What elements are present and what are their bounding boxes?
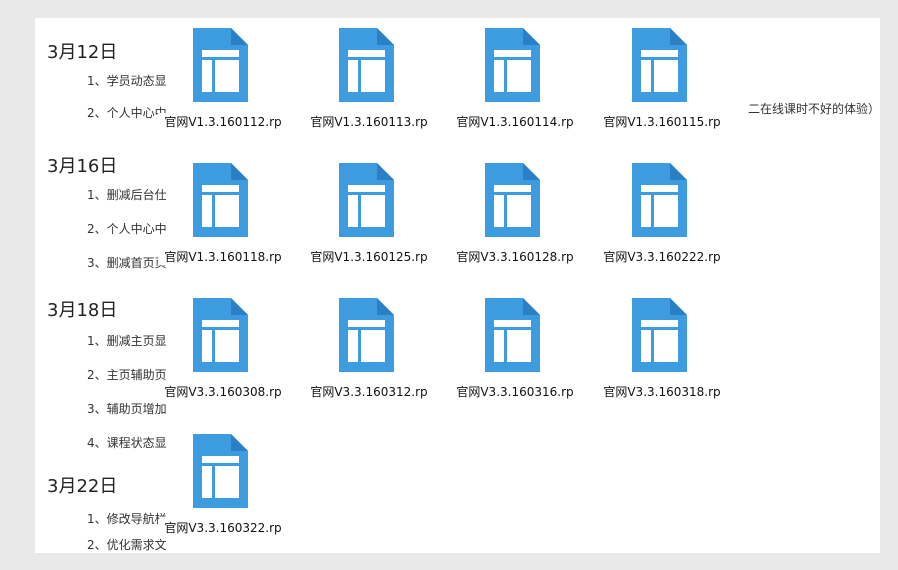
section-date: 3月16日 bbox=[47, 156, 118, 177]
file-name: 官网V1.3.160118.rp bbox=[158, 248, 288, 265]
file-item[interactable]: 官网V3.3.160316.rp bbox=[450, 292, 580, 412]
note-item: 1、学员动态显 bbox=[87, 74, 167, 88]
file-item[interactable]: 官网V3.3.160308.rp bbox=[158, 292, 288, 412]
note-item: 1、删减后台仕 bbox=[87, 188, 167, 202]
note-text-fragment: 二在线课时不好的体验） bbox=[748, 102, 880, 116]
file-grid: 官网V1.3.160112.rp 官网V1.3.160113.rp 官网V1.3… bbox=[35, 18, 880, 553]
section-date: 3月22日 bbox=[47, 476, 118, 497]
note-item: 2、主页辅助页 bbox=[87, 368, 167, 382]
file-item[interactable]: 官网V3.3.160222.rp bbox=[597, 157, 727, 277]
file-item[interactable]: 官网V1.3.160115.rp bbox=[597, 22, 727, 142]
file-item[interactable]: 官网V3.3.160312.rp bbox=[304, 292, 434, 412]
file-item[interactable]: 官网V1.3.160113.rp bbox=[304, 22, 434, 142]
note-item: 2、优化需求文 bbox=[87, 538, 167, 552]
note-item: 1、删减主页显 bbox=[87, 334, 167, 348]
axure-rp-file-icon bbox=[485, 28, 540, 102]
axure-rp-file-icon bbox=[339, 298, 394, 372]
file-item[interactable]: 官网V3.3.160128.rp bbox=[450, 157, 580, 277]
file-item[interactable]: 官网V1.3.160125.rp bbox=[304, 157, 434, 277]
file-name: 官网V3.3.160318.rp bbox=[597, 383, 727, 400]
file-name: 官网V1.3.160112.rp bbox=[158, 113, 288, 130]
section-date: 3月18日 bbox=[47, 300, 118, 321]
note-item: 3、辅助页增加 bbox=[87, 402, 167, 416]
file-item[interactable]: 官网V1.3.160118.rp bbox=[158, 157, 288, 277]
file-name: 官网V3.3.160308.rp bbox=[158, 383, 288, 400]
note-item: 3、删减首页页 bbox=[87, 256, 167, 270]
file-name: 官网V1.3.160113.rp bbox=[304, 113, 434, 130]
file-name: 官网V3.3.160128.rp bbox=[450, 248, 580, 265]
section-date: 3月12日 bbox=[47, 42, 118, 63]
file-item[interactable]: 官网V1.3.160112.rp bbox=[158, 22, 288, 142]
file-name: 官网V3.3.160222.rp bbox=[597, 248, 727, 265]
axure-rp-file-icon bbox=[485, 298, 540, 372]
note-item: 2、个人中心中 bbox=[87, 222, 167, 236]
file-name: 官网V1.3.160114.rp bbox=[450, 113, 580, 130]
note-item: 2、个人中心中 bbox=[87, 106, 167, 120]
file-name: 官网V1.3.160115.rp bbox=[597, 113, 727, 130]
document-panel: 3月12日 1、学员动态显 2、个人中心中 3月16日 1、删减后台仕 2、个人… bbox=[35, 18, 880, 553]
axure-rp-file-icon bbox=[193, 28, 248, 102]
file-name: 官网V1.3.160125.rp bbox=[304, 248, 434, 265]
axure-rp-file-icon bbox=[193, 163, 248, 237]
file-item[interactable]: 官网V1.3.160114.rp bbox=[450, 22, 580, 142]
file-name: 官网V3.3.160316.rp bbox=[450, 383, 580, 400]
file-item[interactable]: 官网V3.3.160318.rp bbox=[597, 292, 727, 412]
axure-rp-file-icon bbox=[193, 434, 248, 508]
axure-rp-file-icon bbox=[632, 28, 687, 102]
file-name: 官网V3.3.160312.rp bbox=[304, 383, 434, 400]
axure-rp-file-icon bbox=[339, 28, 394, 102]
axure-rp-file-icon bbox=[632, 163, 687, 237]
note-item: 4、课程状态显 bbox=[87, 436, 167, 450]
axure-rp-file-icon bbox=[193, 298, 248, 372]
file-item[interactable]: 官网V3.3.160322.rp bbox=[158, 428, 288, 548]
release-notes: 3月12日 1、学员动态显 2、个人中心中 3月16日 1、删减后台仕 2、个人… bbox=[35, 18, 880, 553]
axure-rp-file-icon bbox=[339, 163, 394, 237]
axure-rp-file-icon bbox=[485, 163, 540, 237]
axure-rp-file-icon bbox=[632, 298, 687, 372]
note-item: 1、修改导航栏 bbox=[87, 512, 167, 526]
file-name: 官网V3.3.160322.rp bbox=[158, 519, 288, 536]
